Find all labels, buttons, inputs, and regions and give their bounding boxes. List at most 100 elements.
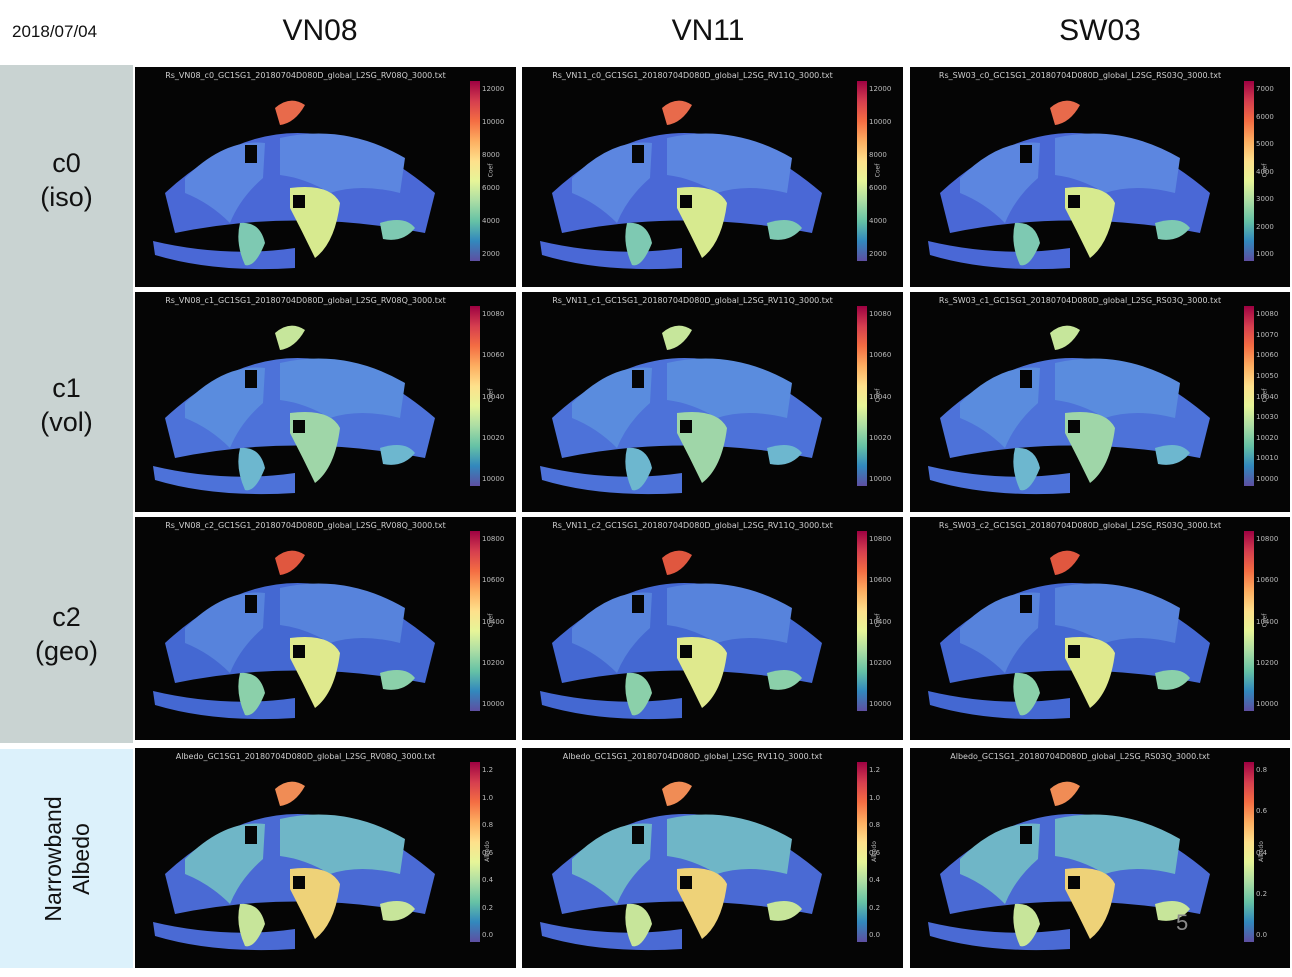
colorbar-axis-label: Coef: [487, 163, 495, 178]
global-map-image: [153, 781, 435, 951]
map-region: [767, 219, 802, 240]
map-region: [238, 447, 265, 491]
global-map-image: [540, 550, 822, 720]
row-label-albedo-line2: Albedo: [68, 823, 94, 895]
colorbar-tick-label: 10020: [869, 433, 892, 442]
column-header-vn11: VN11: [671, 14, 745, 47]
map-region: [380, 444, 415, 465]
map-region: [767, 900, 802, 921]
colorbar: [470, 81, 480, 261]
colorbar-tick-label: 2000: [869, 250, 887, 258]
row-label-c1-kernel: (vol): [40, 407, 93, 437]
coefficient-row-band: [0, 65, 133, 743]
colorbar-tick-label: 10800: [1256, 535, 1279, 543]
colorbar-tick-label: 12000: [482, 85, 505, 93]
colorbar-tick-label: 6000: [482, 184, 500, 192]
map-region: [667, 358, 792, 418]
map-panel-title: Rs_SW03_c1_GC1SG1_20180704D080D_global_L…: [938, 296, 1222, 305]
global-map-image: [540, 781, 822, 951]
map-region: [540, 691, 682, 720]
global-map-image: [928, 781, 1210, 951]
global-map-image: [928, 100, 1210, 270]
colorbar: [857, 81, 867, 261]
global-map-image: [540, 325, 822, 495]
global-map-image: [153, 550, 435, 720]
colorbar-tick-label: 10060: [482, 351, 505, 360]
colorbar-tick-label: 0.0: [869, 931, 881, 939]
map-region: [540, 466, 682, 495]
map-panel-vn08-c0: Rs_VN08_c0_GC1SG1_20180704D080D_global_L…: [135, 67, 516, 287]
colorbar-tick-label: 7000: [1256, 85, 1274, 93]
colorbar: [1244, 306, 1254, 486]
map-region: [662, 550, 692, 575]
colorbar: [1244, 531, 1254, 711]
colorbar-tick-label: 10040: [869, 392, 892, 401]
colorbar-tick-label: 10000: [869, 118, 892, 126]
colorbar-tick-label: 10000: [482, 475, 505, 483]
map-region: [625, 447, 652, 491]
colorbar-axis-label: Coef: [1261, 613, 1269, 628]
colorbar-tick-label: 0.4: [482, 876, 494, 884]
map-panel-title: Rs_SW03_c0_GC1SG1_20180704D080D_global_L…: [938, 71, 1222, 80]
map-panel-title: Rs_VN08_c0_GC1SG1_20180704D080D_global_L…: [165, 71, 446, 80]
map-region: [1155, 219, 1190, 240]
row-label-c1: c1 (vol): [0, 371, 133, 439]
map-panel-vn11-c1: Rs_VN11_c1_GC1SG1_20180704D080D_global_L…: [522, 292, 903, 512]
map-panel-vn08-c1: Rs_VN08_c1_GC1SG1_20180704D080D_global_L…: [135, 292, 516, 512]
colorbar-tick-label: 0.8: [1256, 766, 1268, 774]
colorbar-axis-label: Albedo: [871, 841, 879, 862]
map-region: [667, 814, 792, 874]
colorbar-tick-label: 8000: [869, 151, 887, 159]
global-map-image: [928, 325, 1210, 495]
map-region: [153, 922, 295, 951]
colorbar-tick-label: 0.6: [869, 848, 881, 857]
no-data-gap: [1068, 645, 1080, 658]
colorbar-tick-label: 10020: [1256, 433, 1279, 442]
colorbar-tick-label: 10600: [869, 576, 892, 585]
map-region: [1055, 133, 1180, 193]
map-region: [280, 358, 405, 418]
colorbar: [1244, 762, 1254, 942]
map-panel-sw03-c1: Rs_SW03_c1_GC1SG1_20180704D080D_global_L…: [910, 292, 1290, 512]
map-region: [767, 669, 802, 690]
colorbar-tick-label: 4000: [1256, 167, 1274, 176]
no-data-gap: [680, 645, 692, 658]
colorbar-tick-label: 1.2: [869, 766, 881, 774]
no-data-gap: [245, 370, 257, 388]
colorbar-tick-label: 10000: [482, 118, 505, 126]
map-region: [1155, 444, 1190, 465]
colorbar-tick-label: 6000: [869, 184, 887, 192]
column-header-vn08: VN08: [282, 14, 358, 47]
colorbar-tick-label: 10600: [482, 576, 505, 585]
colorbar-tick-label: 10800: [482, 535, 505, 543]
map-region: [1050, 781, 1080, 806]
map-region: [1013, 447, 1040, 491]
colorbar-tick-label: 10050: [1256, 371, 1279, 380]
map-region: [625, 672, 652, 716]
no-data-gap: [1020, 595, 1032, 613]
map-region: [1013, 222, 1040, 266]
colorbar: [470, 306, 480, 486]
map-region: [1050, 550, 1080, 575]
colorbar-tick-label: 10020: [482, 433, 505, 442]
global-map-image: [540, 100, 822, 270]
column-header-sw03: SW03: [1059, 14, 1141, 47]
map-panel-sw03-c2: Rs_SW03_c2_GC1SG1_20180704D080D_global_L…: [910, 517, 1290, 740]
map-region: [153, 241, 295, 270]
map-region: [540, 922, 682, 951]
map-region: [380, 900, 415, 921]
map-region: [280, 133, 405, 193]
colorbar-tick-label: 10040: [1256, 392, 1279, 401]
colorbar: [1244, 81, 1254, 261]
row-label-c2: c2 (geo): [0, 600, 133, 668]
map-region: [1055, 583, 1180, 643]
map-panel-vn11-albedo: Albedo_GC1SG1_20180704D080D_global_L2SG_…: [522, 748, 903, 968]
no-data-gap: [293, 195, 305, 208]
map-panel-title: Rs_VN08_c1_GC1SG1_20180704D080D_global_L…: [165, 296, 446, 305]
colorbar-tick-label: 10400: [1256, 617, 1279, 626]
map-region: [928, 466, 1070, 495]
colorbar: [857, 762, 867, 942]
row-label-c2-name: c2: [52, 602, 81, 632]
albedo-row-band: [0, 749, 133, 968]
colorbar-tick-label: 10800: [869, 535, 892, 543]
